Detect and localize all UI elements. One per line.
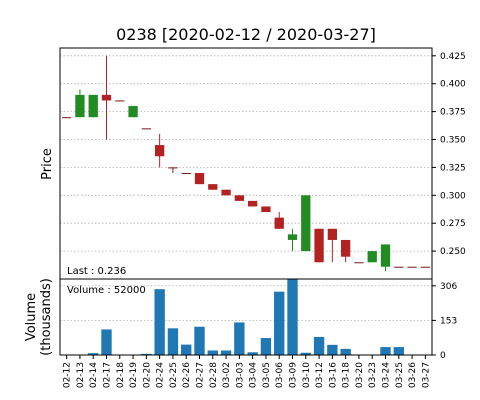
price-panel-frame (59, 47, 433, 280)
volume-bar (380, 347, 391, 355)
x-tick-label: 03-24 (382, 362, 392, 388)
candle-body (354, 262, 364, 264)
x-tick-label: 02-24 (156, 362, 166, 388)
volume-bar (141, 353, 152, 355)
x-tick-label: 03-26 (408, 362, 418, 388)
volume-bar (167, 328, 179, 355)
x-tick-label: 03-27 (421, 362, 431, 388)
price-tick-label: 0.300 (440, 191, 466, 201)
x-tick-label: 03-23 (368, 362, 378, 388)
x-axis: 02-12 02-13 02-14 02-17 02-18 02-19 02-20 02-24… (63, 355, 431, 388)
candle-body (407, 266, 417, 268)
x-tick-label: 02-13 (76, 362, 86, 388)
volume-bar (101, 329, 112, 355)
volume-bar (393, 347, 404, 355)
volume-axis-label-line2: (thousands) (39, 278, 54, 356)
x-tick-label: 03-18 (342, 362, 352, 388)
volume-bar (300, 352, 311, 355)
x-tick-label: 03-16 (328, 362, 338, 388)
price-tick-label: 0.425 (440, 52, 466, 62)
candle-body (367, 251, 377, 263)
chart-title: 0238 [2020-02-12 / 2020-03-27] (116, 25, 376, 44)
x-tick-label: 02-28 (209, 362, 219, 388)
candle-body (154, 145, 165, 157)
volume-tick-label: 306 (440, 282, 457, 292)
candle-body (168, 167, 178, 169)
candle-body (115, 100, 125, 102)
price-axis-label: Price (40, 148, 55, 180)
candle-body (128, 106, 138, 118)
price-tick-label: 0.350 (440, 136, 466, 146)
x-tick-label: 03-12 (315, 362, 325, 388)
x-tick-label: 03-04 (249, 362, 259, 388)
volume-panel-frame (59, 278, 433, 356)
volume-tick-label: 0 (440, 351, 446, 361)
candle-body (380, 244, 391, 267)
price-tick-label: 0.250 (440, 247, 466, 257)
candle-body (301, 195, 311, 252)
candle-body (234, 195, 245, 201)
x-tick-label: 02-27 (196, 362, 206, 388)
volume-bar (247, 352, 258, 355)
candle-body (327, 228, 338, 240)
candle-body (247, 200, 258, 207)
volume-bar (234, 322, 245, 355)
x-tick-label: 03-05 (262, 362, 272, 388)
candle-body (208, 184, 218, 190)
candle-body (141, 128, 152, 130)
candle-body (394, 266, 404, 268)
x-tick-label: 02-18 (116, 362, 126, 388)
x-tick-label: 03-03 (235, 362, 245, 388)
volume-bar (260, 338, 272, 355)
x-tick-label: 02-17 (103, 362, 113, 388)
candle-body (88, 94, 98, 118)
x-tick-label: 02-19 (129, 362, 139, 388)
candle-body (314, 228, 324, 263)
candle-body (287, 234, 298, 240)
price-tick-label: 0.325 (440, 163, 466, 173)
x-tick-label: 02-12 (63, 362, 73, 388)
last-price-label: Last : 0.236 (67, 266, 126, 277)
candle-body (194, 172, 205, 185)
candle-body (221, 189, 231, 196)
volume-bar (88, 353, 99, 355)
price-tick-label: 0.375 (440, 108, 466, 118)
volume-bar (340, 348, 351, 355)
x-tick-label: 03-10 (302, 362, 312, 388)
price-tick-label: 0.275 (440, 219, 466, 229)
volume-tick-label: 153 (440, 316, 457, 326)
volume-bar (327, 344, 338, 355)
candle-body (61, 117, 72, 119)
candle-body (261, 206, 271, 213)
x-tick-label: 03-02 (222, 362, 232, 388)
volume-bar (287, 279, 298, 355)
x-tick-label: 02-25 (169, 362, 179, 388)
price-tick-label: 0.400 (440, 80, 466, 90)
candle-body (101, 94, 112, 101)
x-tick-label: 03-09 (289, 362, 299, 388)
candle-body (75, 94, 85, 118)
volume-bar (220, 350, 232, 355)
volume-bar (313, 336, 325, 355)
volume-label: Volume : 52000 (67, 285, 146, 296)
price-panel: 0.250 0.275 0.300 0.325 0.350 0.375 0.400 0.425… (40, 47, 466, 280)
x-tick-label: 02-20 (142, 362, 152, 388)
x-tick-label: 03-06 (275, 362, 285, 388)
volume-bar (207, 350, 218, 355)
volume-bar (274, 291, 285, 355)
x-tick-label: 02-14 (89, 362, 99, 388)
candle-body (274, 217, 284, 229)
volume-panel: 0 153 306 Volume : 52000 Volume (thousands… (24, 278, 457, 361)
x-tick-label: 02-26 (182, 362, 192, 388)
volume-bar (181, 344, 192, 355)
volume-bar (194, 326, 205, 355)
volume-bar (154, 289, 165, 355)
candle-body (420, 266, 431, 268)
x-tick-label: 03-20 (355, 362, 365, 388)
candle-body (181, 172, 191, 174)
candle-body (340, 239, 351, 257)
volume-axis-label-line1: Volume (24, 293, 39, 341)
x-tick-label: 03-25 (395, 362, 405, 388)
